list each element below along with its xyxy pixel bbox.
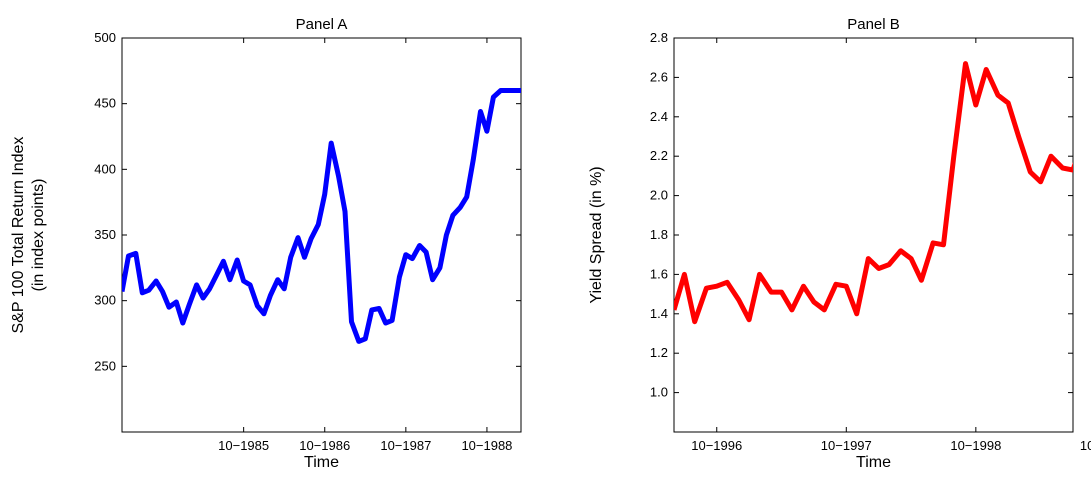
- y-tick-label: 400: [94, 161, 116, 176]
- y-tick-label: 450: [94, 96, 116, 111]
- y-tick-label: 2.8: [650, 30, 668, 45]
- y-tick-label: 350: [94, 227, 116, 242]
- x-tick-label: 10−1997: [821, 438, 872, 453]
- x-tick-label: 10−1996: [691, 438, 742, 453]
- panel-b: 1.0 1.2 1.4 1.6 1.8 2.0 2.2 2.4 2.6 2.8 10−1996 10−…: [588, 16, 1091, 471]
- x-tick-label: 10−1985: [218, 438, 269, 453]
- y-tick-label: 1.2: [650, 345, 668, 360]
- y-tick-label: 1.6: [650, 266, 668, 281]
- series-line: [674, 61, 1073, 325]
- y-tick-label: 2.6: [650, 69, 668, 84]
- x-axis-label: Time: [856, 454, 891, 471]
- y-tick-label: 1.4: [650, 306, 668, 321]
- y-tick-label: 2.0: [650, 188, 668, 203]
- y-axis-label: S&P 100 Total Return Index: [10, 137, 27, 334]
- x-tick-label: 10−1986: [299, 438, 350, 453]
- y-axis-label: Yield Spread (in %): [588, 166, 605, 303]
- y-tick-label: 500: [94, 30, 116, 45]
- panel-a: 250 300 350 400 450 500 10−1985 10−1986 10−1987 1…: [10, 16, 522, 471]
- y-tick-label: 300: [94, 293, 116, 308]
- chart-title: Panel B: [847, 16, 900, 33]
- x-tick-label: 10−1988: [461, 438, 512, 453]
- series-line: [122, 88, 521, 344]
- y-tick-label: 250: [94, 358, 116, 373]
- x-tick-label: 10−1998: [950, 438, 1001, 453]
- y-axis-label-line2: (in index points): [30, 179, 47, 292]
- x-tick-label: 10−1999: [1080, 438, 1091, 453]
- y-tick-label: 1.8: [650, 227, 668, 242]
- chart-title: Panel A: [296, 16, 348, 33]
- x-tick-label: 10−1987: [380, 438, 431, 453]
- plot-frame: [673, 37, 1074, 433]
- plot-frame: [121, 37, 522, 433]
- y-tick-label: 2.4: [650, 109, 668, 124]
- y-tick-label: 2.2: [650, 148, 668, 163]
- x-axis-label: Time: [304, 454, 339, 471]
- y-tick-label: 1.0: [650, 385, 668, 400]
